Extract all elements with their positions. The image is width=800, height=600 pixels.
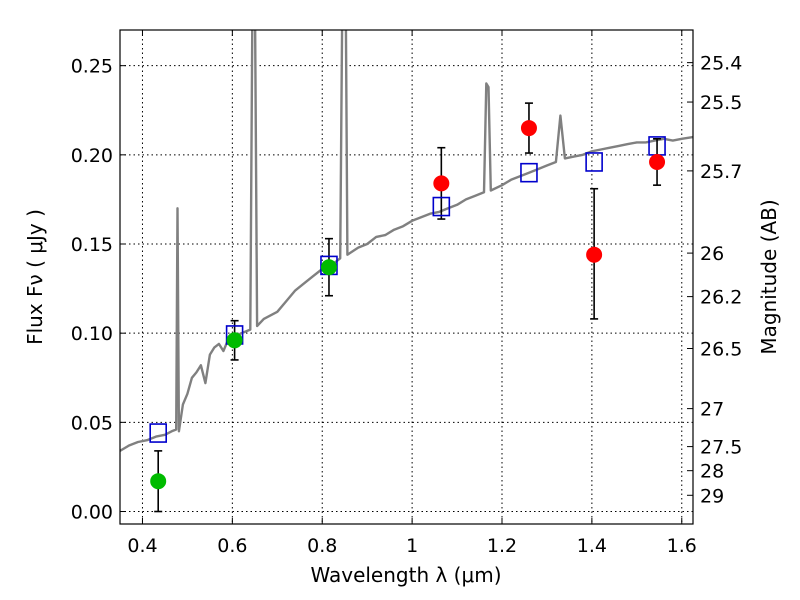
- y-tick-label: 0.05: [71, 412, 113, 434]
- x-axis-label: Wavelength λ (μm): [310, 563, 501, 587]
- grid: [120, 30, 693, 524]
- red-point: [586, 246, 603, 263]
- error-bars: [154, 102, 662, 513]
- y-right-tick-label: 27.5: [700, 437, 742, 459]
- x-tick-label: 0.6: [217, 535, 247, 557]
- y-axis-right-label: Magnitude (AB): [757, 199, 781, 354]
- model-points: [149, 136, 666, 443]
- axis-ticks: [120, 30, 693, 524]
- x-tick-label: 0.4: [127, 535, 157, 557]
- y-axis-label: Flux Fν ( μJy ): [23, 209, 47, 345]
- plot-frame: [119, 29, 694, 525]
- model-square: [585, 152, 603, 172]
- x-tick-label: 0.8: [307, 535, 337, 557]
- x-tick-label: 1.6: [667, 535, 697, 557]
- y-right-tick-label: 26.5: [700, 339, 742, 361]
- red-point: [649, 153, 666, 170]
- y-tick-label: 0.25: [71, 56, 113, 78]
- green-point: [150, 473, 167, 490]
- y-right-tick-label: 26.2: [700, 287, 742, 309]
- observed-points: [150, 120, 666, 490]
- model-square: [432, 196, 451, 217]
- y-right-tick-label: 25.4: [700, 53, 742, 75]
- red-point: [433, 175, 450, 192]
- model-square: [149, 423, 167, 443]
- x-tick-label: 1.2: [487, 535, 517, 557]
- model-square: [520, 162, 538, 183]
- y-tick-label: 0.20: [71, 145, 113, 167]
- y-right-tick-label: 25.5: [700, 92, 742, 114]
- spectrum-layer: [120, 30, 693, 452]
- green-point: [226, 332, 243, 349]
- x-tick-label: 1.4: [577, 535, 607, 557]
- y-right-tick-label: 29: [700, 485, 724, 507]
- red-point: [520, 120, 537, 137]
- y-tick-label: 0.00: [71, 502, 113, 524]
- tick-labels: 0.4 0.6 0.8 1 1.2 1.4 1.6 0.00 0.05 0.10 0.15 0.20 0…: [71, 53, 743, 557]
- y-right-tick-label: 27: [700, 399, 724, 421]
- y-right-tick-label: 25.7: [700, 161, 742, 183]
- green-point: [320, 259, 337, 276]
- spectrum-line: [120, 30, 693, 452]
- y-right-tick-label: 28: [700, 461, 724, 483]
- y-tick-label: 0.10: [71, 323, 113, 345]
- y-right-tick-label: 26: [700, 243, 724, 265]
- x-tick-label: 1: [406, 535, 418, 557]
- y-tick-label: 0.15: [71, 234, 113, 256]
